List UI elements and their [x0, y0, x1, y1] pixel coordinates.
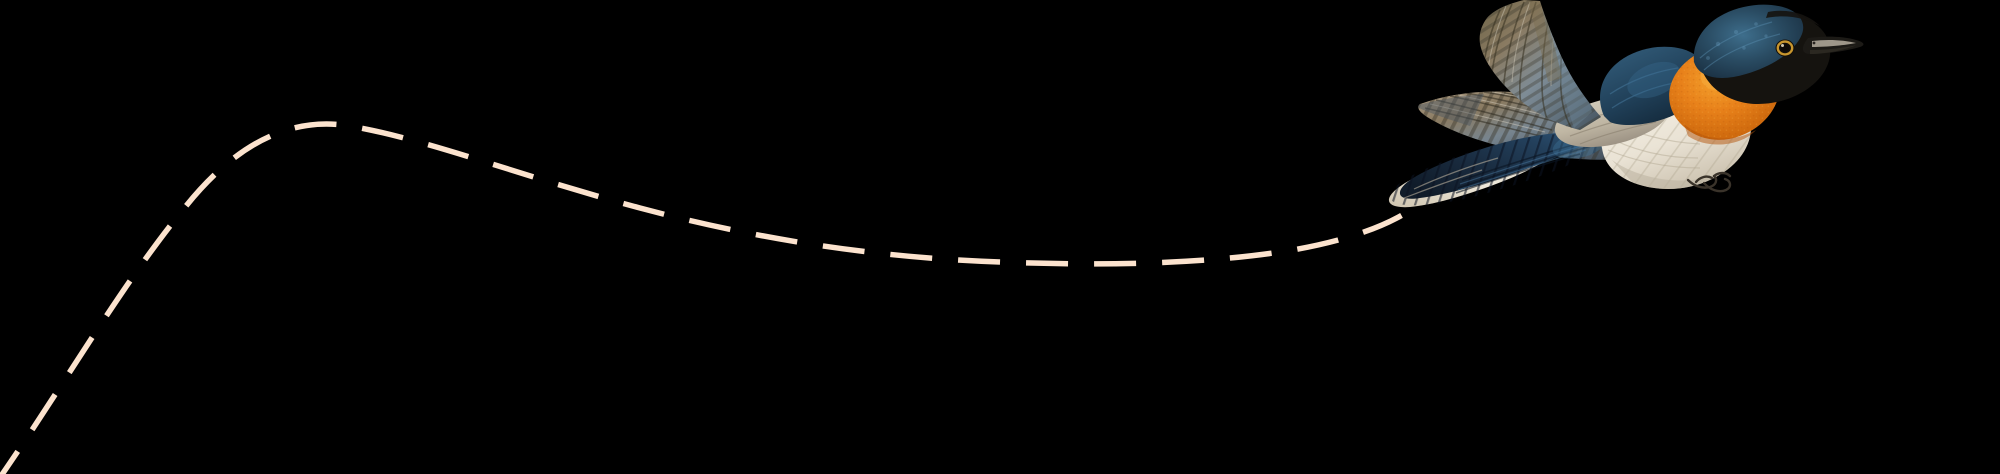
dashed-flight-trail [0, 121, 1406, 474]
eye [1775, 39, 1795, 57]
feet [1686, 171, 1732, 193]
beak [1802, 36, 1864, 54]
head [1693, 4, 1831, 105]
